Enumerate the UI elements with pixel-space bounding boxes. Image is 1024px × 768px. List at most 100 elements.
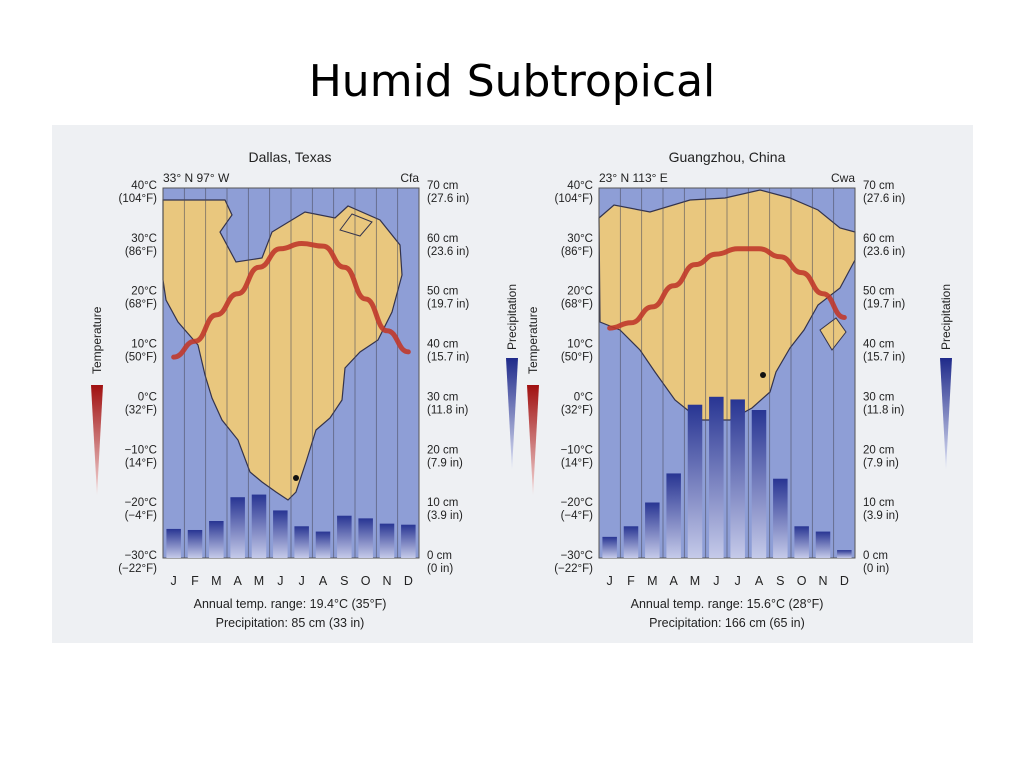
precipitation-tick-label-in: (15.7 in) [427, 352, 469, 364]
city-location-dot [293, 475, 299, 481]
city-location-dot [760, 372, 766, 378]
precipitation-bar [187, 529, 203, 558]
precipitation-bar [666, 473, 681, 558]
temperature-tick-label-f: (50°F) [125, 352, 157, 364]
temperature-tick-label-f: (−22°F) [554, 563, 593, 575]
chart-title: Dallas, Texas [248, 149, 331, 165]
temperature-tick-label-f: (14°F) [125, 457, 157, 469]
chart-footer: Annual temp. range: 19.4°C (35°F) [194, 597, 387, 611]
precipitation-key-wedge [506, 358, 518, 470]
precipitation-tick-label-in: (0 in) [863, 563, 889, 575]
month-label: J [713, 574, 719, 588]
precipitation-bar [687, 404, 703, 558]
month-label: J [277, 574, 283, 588]
precipitation-tick-label-in: (19.7 in) [427, 299, 469, 311]
month-label: A [755, 574, 764, 588]
temperature-tick-label-f: (32°F) [125, 404, 157, 416]
temperature-tick-label: 0°C [574, 391, 593, 403]
precipitation-tick-label: 70 cm [863, 180, 894, 192]
precipitation-tick-label-in: (27.6 in) [427, 193, 469, 205]
temperature-tick-label-f: (−22°F) [118, 563, 157, 575]
precipitation-bar [602, 536, 617, 558]
temperature-key-wedge [527, 385, 539, 495]
precipitation-axis-label: Precipitation [939, 284, 953, 350]
island-landmass [819, 317, 847, 351]
precipitation-tick-label-in: (7.9 in) [863, 457, 899, 469]
precipitation-tick-label: 60 cm [863, 233, 894, 245]
plot-frame [598, 187, 856, 559]
month-label: S [776, 574, 784, 588]
precipitation-bar [251, 494, 267, 558]
precipitation-tick-label: 20 cm [863, 444, 894, 456]
island-landmass [339, 213, 373, 237]
precipitation-bar [209, 521, 224, 558]
chart-footer: Precipitation: 166 cm (65 in) [649, 616, 805, 630]
temperature-tick-label-f: (14°F) [561, 457, 593, 469]
plot-frame [162, 187, 420, 559]
dallas-climograph: Dallas, Texas 33° N 97° W Cfa 40°C(104°F) 30… [90, 149, 519, 630]
month-label: N [382, 574, 391, 588]
temperature-tick-label-f: (104°F) [555, 193, 594, 205]
temperature-tick-label: 30°C [567, 233, 593, 245]
month-label: D [404, 574, 413, 588]
precipitation-tick-label: 10 cm [427, 497, 458, 509]
temperature-tick-label-f: (68°F) [561, 299, 593, 311]
month-label: J [299, 574, 305, 588]
temperature-axis-label: Temperature [90, 306, 104, 374]
precipitation-bar [230, 497, 245, 558]
month-label: A [669, 574, 678, 588]
precipitation-bar [315, 531, 331, 558]
temperature-tick-label: −20°C [561, 497, 593, 509]
temperature-tick-label: 40°C [567, 180, 593, 192]
precipitation-tick-label-in: (23.6 in) [427, 246, 469, 258]
precipitation-tick-label-in: (11.8 in) [863, 404, 905, 416]
precipitation-tick-label: 60 cm [427, 233, 458, 245]
month-label: A [233, 574, 242, 588]
precipitation-bar [837, 550, 852, 558]
month-label: M [211, 574, 221, 588]
precipitation-tick-label: 0 cm [427, 550, 452, 562]
precipitation-tick-label: 50 cm [427, 286, 458, 298]
slide-title: Humid Subtropical [308, 56, 716, 107]
precipitation-tick-label-in: (0 in) [427, 563, 453, 575]
precipitation-tick-label-in: (27.6 in) [863, 193, 905, 205]
month-label: F [191, 574, 199, 588]
precipitation-tick-label-in: (3.9 in) [427, 510, 463, 522]
precipitation-bar [794, 526, 809, 558]
precipitation-tick-label-in: (3.9 in) [863, 510, 899, 522]
temperature-tick-label-f: (68°F) [125, 299, 157, 311]
month-label: O [797, 574, 807, 588]
month-label: J [171, 574, 177, 588]
precipitation-tick-label: 70 cm [427, 180, 458, 192]
precipitation-bar [401, 524, 416, 558]
precipitation-bar [337, 515, 352, 558]
temperature-tick-label: 20°C [131, 286, 157, 298]
temperature-tick-label: 0°C [138, 391, 157, 403]
precipitation-bar [709, 396, 724, 558]
precipitation-bar [751, 410, 767, 558]
month-label: S [340, 574, 348, 588]
month-label: J [735, 574, 741, 588]
chart-title: Guangzhou, China [669, 149, 786, 165]
temperature-key-wedge [91, 385, 103, 495]
temperature-tick-label-f: (50°F) [561, 352, 593, 364]
temperature-tick-label-f: (−4°F) [561, 510, 594, 522]
temperature-tick-label: −30°C [561, 550, 593, 562]
precipitation-tick-label: 40 cm [427, 339, 458, 351]
precipitation-bar [166, 528, 181, 558]
temperature-tick-label: 40°C [131, 180, 157, 192]
precipitation-tick-label-in: (19.7 in) [863, 299, 905, 311]
temperature-line [171, 240, 411, 360]
temperature-tick-label: 10°C [131, 339, 157, 351]
month-label: M [690, 574, 700, 588]
month-label: A [319, 574, 328, 588]
month-label: J [607, 574, 613, 588]
temperature-tick-label: 10°C [567, 339, 593, 351]
precipitation-tick-label: 50 cm [863, 286, 894, 298]
month-label: N [818, 574, 827, 588]
continent-landmass [162, 199, 403, 501]
month-label: D [840, 574, 849, 588]
climate-code: Cwa [831, 171, 855, 185]
precipitation-bar [273, 510, 288, 558]
